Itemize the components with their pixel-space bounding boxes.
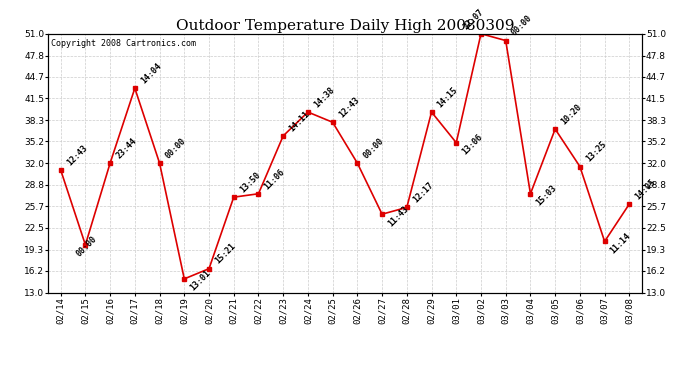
Text: 22:07: 22:07	[462, 7, 486, 31]
Text: 00:00: 00:00	[362, 136, 386, 160]
Text: 14:05: 14:05	[633, 177, 658, 201]
Text: 14:11: 14:11	[287, 109, 311, 133]
Text: 13:06: 13:06	[460, 132, 484, 157]
Text: 10:20: 10:20	[560, 102, 583, 126]
Text: 15:21: 15:21	[213, 242, 237, 266]
Text: 11:14: 11:14	[609, 231, 633, 255]
Text: 11:06: 11:06	[263, 167, 286, 191]
Text: 00:00: 00:00	[510, 14, 534, 38]
Text: 00:00: 00:00	[75, 235, 98, 259]
Text: 23:44: 23:44	[115, 136, 138, 160]
Text: 11:43: 11:43	[386, 204, 411, 228]
Text: 14:38: 14:38	[312, 85, 336, 109]
Text: 12:17: 12:17	[411, 181, 435, 205]
Text: 14:04: 14:04	[139, 62, 163, 86]
Text: 00:00: 00:00	[164, 136, 188, 160]
Text: 12:43: 12:43	[65, 143, 89, 167]
Text: 13:01: 13:01	[188, 269, 213, 293]
Text: 13:25: 13:25	[584, 140, 608, 164]
Text: 13:50: 13:50	[238, 170, 262, 194]
Text: 12:43: 12:43	[337, 96, 361, 120]
Text: 14:15: 14:15	[435, 85, 460, 109]
Text: Copyright 2008 Cartronics.com: Copyright 2008 Cartronics.com	[51, 39, 196, 48]
Title: Outdoor Temperature Daily High 20080309: Outdoor Temperature Daily High 20080309	[176, 19, 514, 33]
Text: 15:03: 15:03	[535, 184, 559, 208]
